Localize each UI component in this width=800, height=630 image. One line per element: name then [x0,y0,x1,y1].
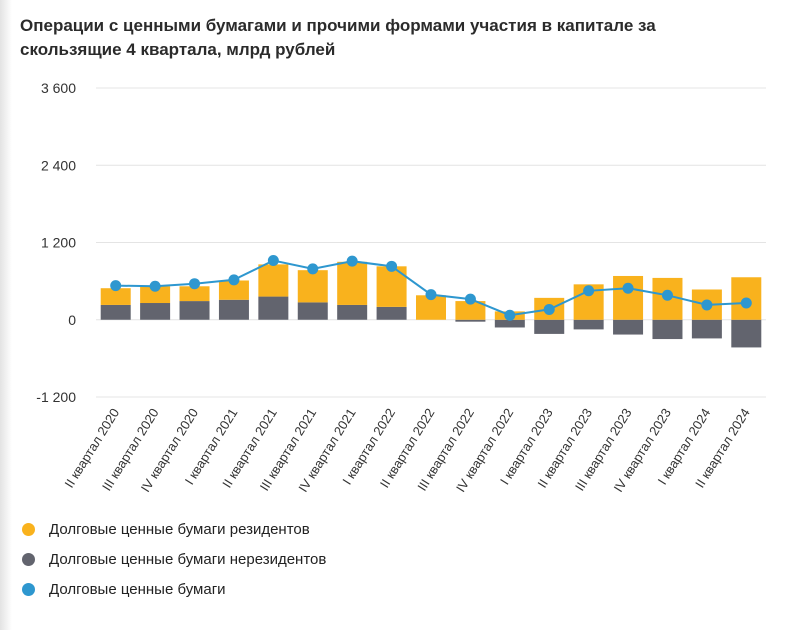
bar-nonresidents [534,319,565,334]
legend-item-residents: Долговые ценные бумаги резидентов [22,514,326,544]
bar-residents [455,301,486,320]
total-point [307,263,319,275]
total-point [149,280,161,292]
total-point [740,297,752,309]
total-point [701,299,713,311]
bar-nonresidents [297,302,328,320]
y-tick-label: 3 600 [41,80,76,96]
bar-nonresidents [613,319,644,335]
total-point [543,303,555,315]
bar-nonresidents [731,319,762,348]
y-tick-label: 1 200 [41,235,76,251]
total-point [386,260,398,272]
legend-label-nonresidents: Долговые ценные бумаги нерезидентов [49,550,327,568]
bar-nonresidents [573,319,604,330]
y-tick-label: -1 200 [36,389,76,405]
bar-residents [140,286,171,304]
legend-swatch-residents [22,522,35,536]
legend-swatch-total [22,582,35,596]
bar-residents [337,261,368,305]
bar-residents [179,286,210,302]
total-point [622,282,634,294]
total-point [425,289,437,301]
total-point [346,255,358,267]
bars [100,261,762,348]
left-edge-shadow [0,0,12,630]
bar-nonresidents [140,303,171,320]
total-point [661,289,673,301]
chart-canvas: 3 600 2 400 1 200 0 -1 200 II квартал 2020II… [36,80,766,495]
bar-residents [258,264,289,297]
bar-residents [376,266,407,307]
total-point [504,309,516,321]
total-point [189,278,201,290]
bar-nonresidents [376,306,407,320]
total-point [267,255,279,267]
bar-nonresidents [258,296,289,320]
bar-nonresidents [218,299,249,320]
bar-nonresidents [455,319,486,322]
legend: Долговые ценные бумаги резидентов Долгов… [22,514,326,604]
bar-residents [218,280,249,300]
legend-label-total: Долговые ценные бумаги [49,580,226,598]
legend-label-residents: Долговые ценные бумаги резидентов [49,520,310,538]
bar-residents [613,275,644,320]
total-point [110,280,122,292]
bar-nonresidents [179,301,210,320]
legend-swatch-nonresidents [22,552,35,566]
bar-residents [100,288,131,305]
y-tick-label: 2 400 [41,157,76,173]
y-axis-ticks: 3 600 2 400 1 200 0 -1 200 [36,80,76,405]
total-point [228,274,240,286]
legend-item-nonresidents: Долговые ценные бумаги нерезидентов [22,544,326,574]
bar-nonresidents [691,319,722,339]
bar-nonresidents [652,319,683,340]
y-tick-label: 0 [68,312,76,328]
bar-nonresidents [100,304,131,320]
total-point [464,293,476,305]
total-line [110,255,752,321]
total-point [583,285,595,297]
bar-residents [297,270,328,303]
grid-lines [96,87,766,398]
bar-nonresidents [337,304,368,320]
bar-nonresidents [494,319,525,328]
chart-title: Операции с ценными бумагами и прочими фо… [20,16,656,59]
legend-item-total: Долговые ценные бумаги [22,574,326,604]
